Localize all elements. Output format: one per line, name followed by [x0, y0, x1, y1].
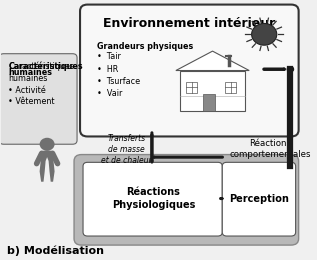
Bar [180, 70, 245, 110]
Text: Caractéristiques: Caractéristiques [8, 61, 83, 71]
FancyBboxPatch shape [74, 154, 299, 245]
FancyBboxPatch shape [80, 5, 299, 136]
Text: Transferts
de masse
et de chaleur: Transferts de masse et de chaleur [101, 134, 152, 165]
Text: Grandeurs physiques: Grandeurs physiques [96, 42, 193, 51]
Polygon shape [40, 150, 55, 182]
Text: •  Tair
•  HR
•  Tsurface
•  Vair: • Tair • HR • Tsurface • Vair [96, 53, 139, 98]
Text: Caractéristiques
humaines
• Activité
• Vêtement: Caractéristiques humaines • Activité • V… [8, 61, 74, 106]
FancyBboxPatch shape [222, 162, 296, 236]
Bar [186, 82, 197, 93]
Text: Réactions
Physiologiques: Réactions Physiologiques [112, 187, 195, 210]
Circle shape [252, 23, 277, 45]
Polygon shape [176, 51, 249, 70]
Text: b) Modélisation: b) Modélisation [7, 245, 104, 256]
Text: humaines: humaines [8, 68, 52, 77]
Text: Réactions
comportementales: Réactions comportementales [230, 139, 311, 159]
Text: Environnement intérieur: Environnement intérieur [103, 17, 275, 30]
Bar [203, 94, 215, 110]
Circle shape [40, 138, 55, 151]
FancyBboxPatch shape [83, 162, 222, 236]
Text: Perception: Perception [229, 193, 289, 204]
Bar [225, 82, 236, 93]
FancyBboxPatch shape [0, 54, 77, 144]
